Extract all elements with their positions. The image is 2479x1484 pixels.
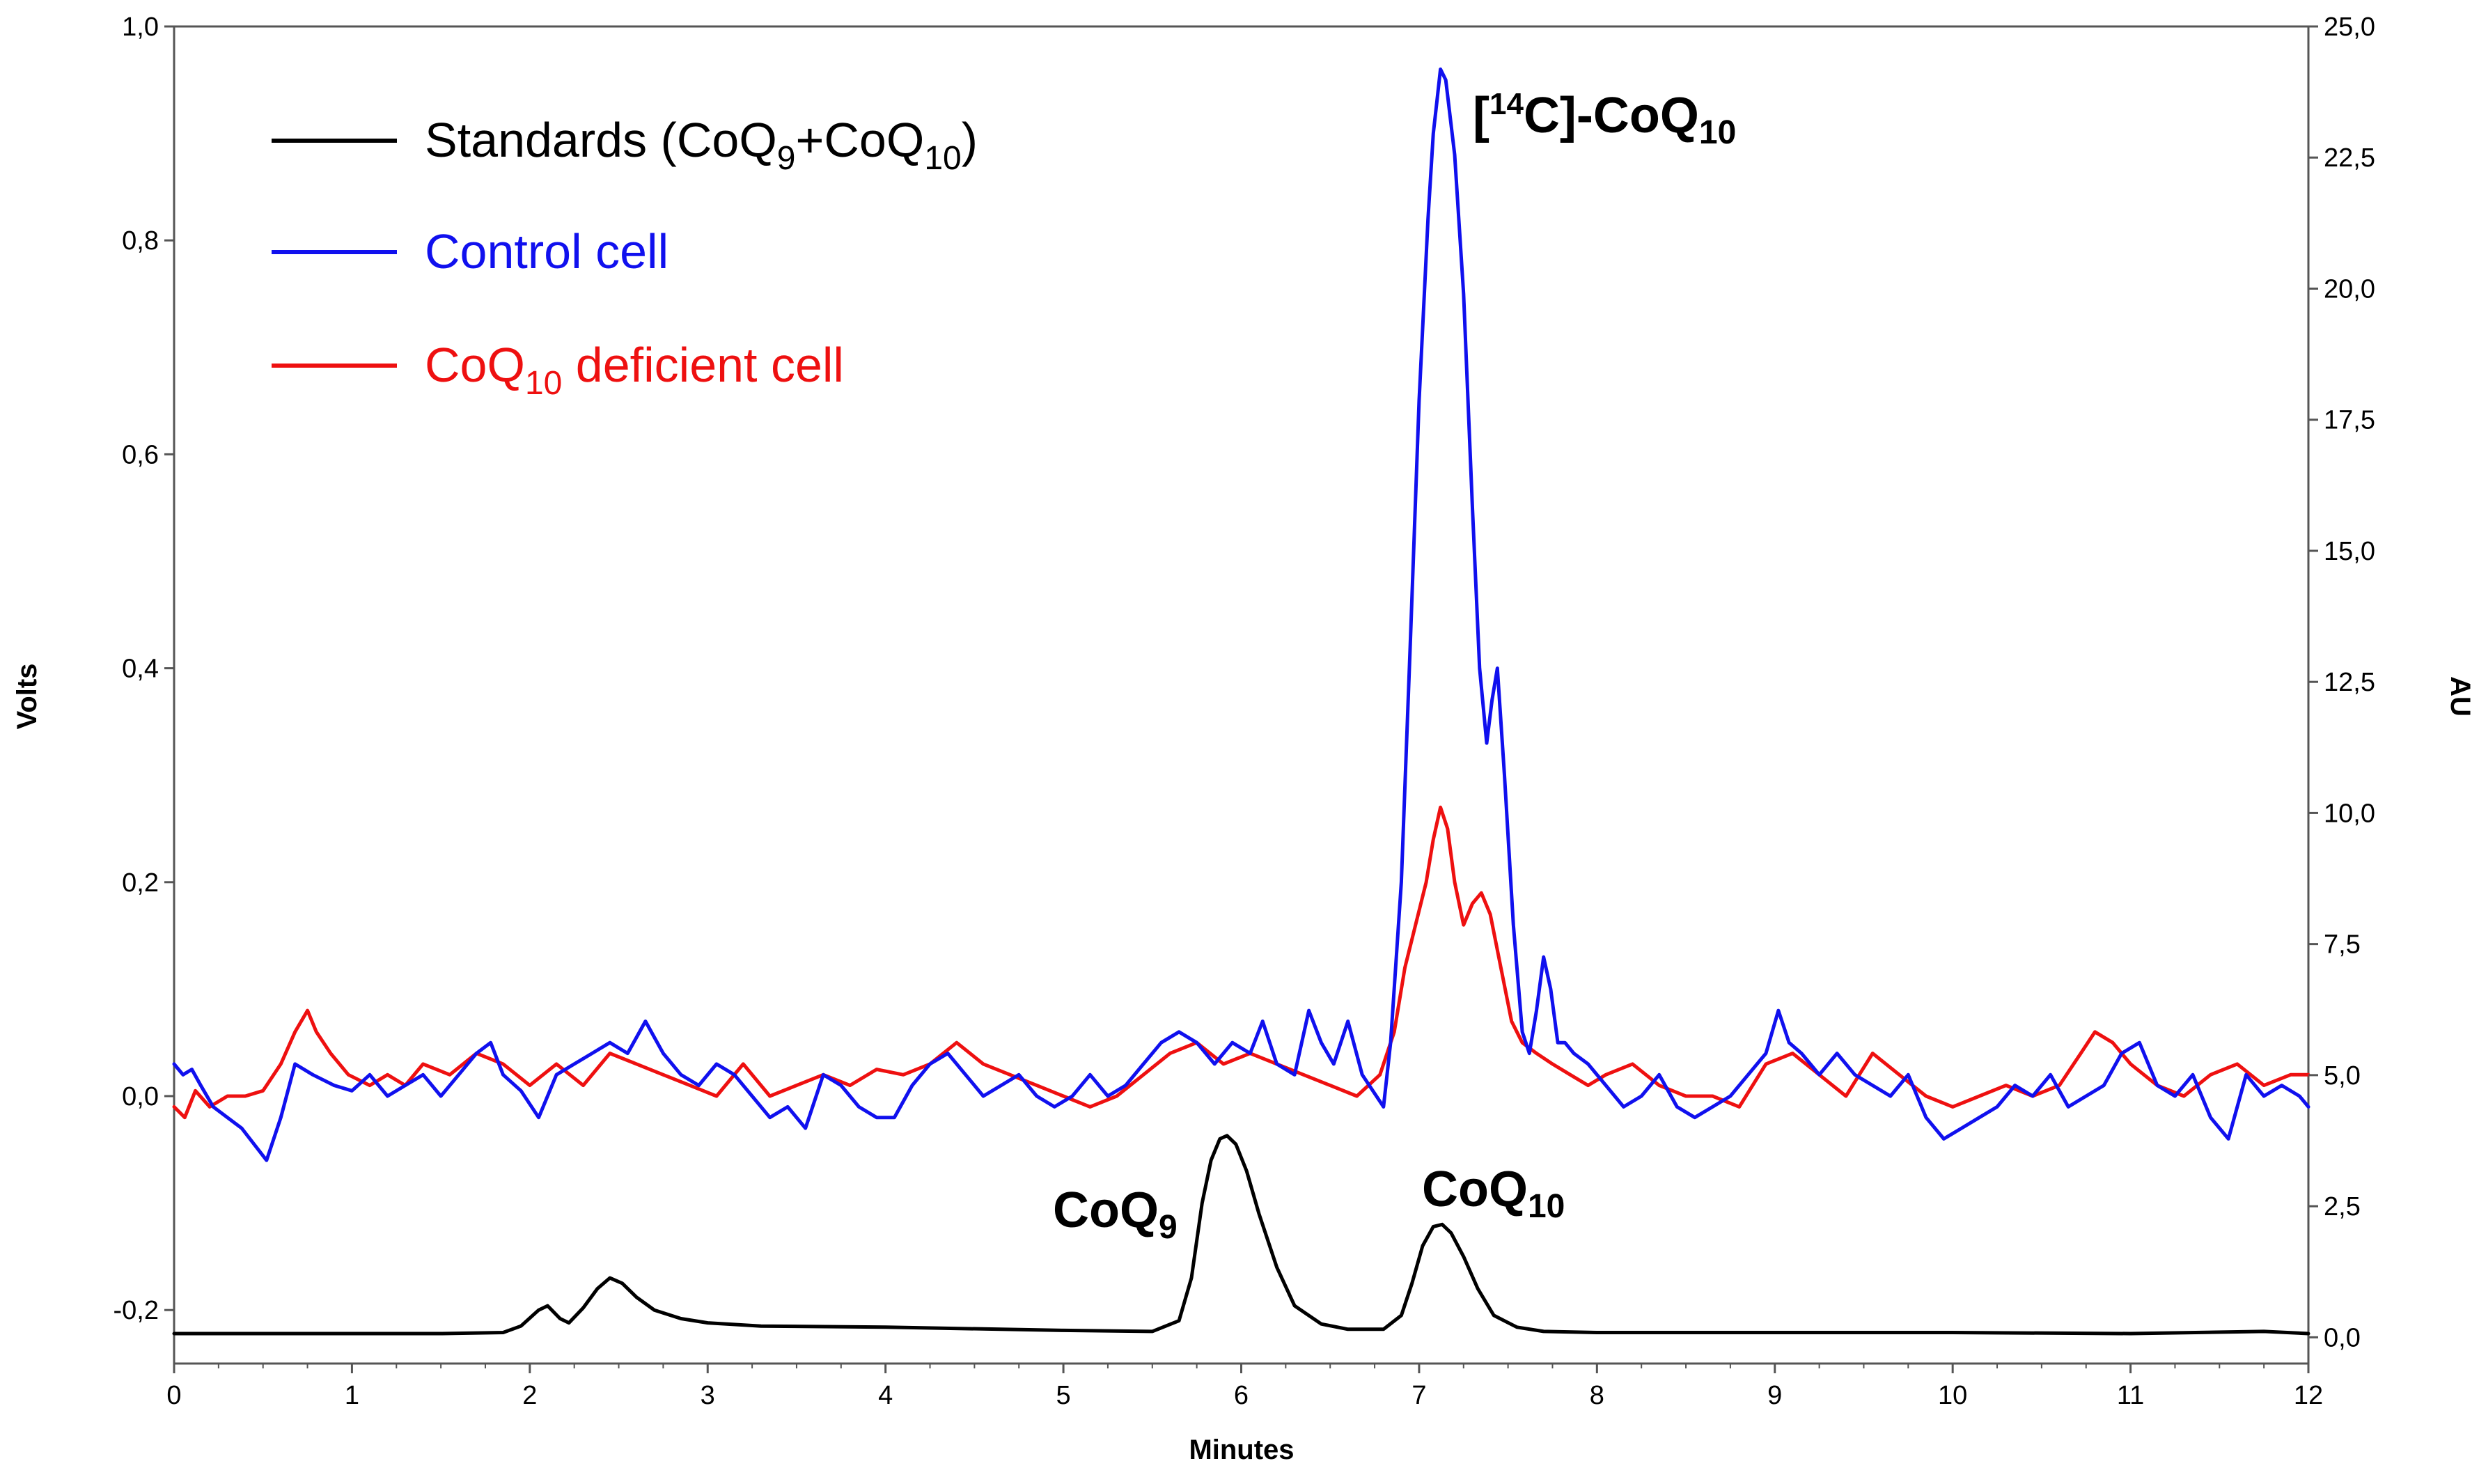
- y-left-tick-label: 1,0: [122, 13, 159, 42]
- y-right-tick-label: 20,0: [2324, 274, 2375, 304]
- legend-label-standards: Standards (CoQ9+CoQ10): [425, 113, 978, 177]
- annotation-c14-coq10: [14C]-CoQ10: [1473, 87, 1736, 151]
- annotation-coq9: CoQ9: [1053, 1182, 1178, 1246]
- x-tick-label: 4: [878, 1381, 893, 1410]
- x-tick-label: 6: [1234, 1381, 1249, 1410]
- x-tick-label: 7: [1411, 1381, 1426, 1410]
- y-right-tick-label: 17,5: [2324, 406, 2375, 435]
- y-right-tick-label: 25,0: [2324, 13, 2375, 42]
- y-right-tick-label: 2,5: [2324, 1192, 2361, 1221]
- y-right-axis-title: AU: [2445, 676, 2476, 717]
- x-tick-label: 12: [2294, 1381, 2323, 1410]
- x-tick-label: 1: [345, 1381, 359, 1410]
- y-right-tick-label: 7,5: [2324, 930, 2361, 960]
- series-layer: [172, 67, 2310, 1336]
- x-tick-label: 10: [1938, 1381, 1967, 1410]
- series-line-control-cell: [172, 67, 2310, 1162]
- y-left-tick-label: 0,4: [122, 655, 159, 684]
- x-tick-label: 11: [2117, 1381, 2144, 1410]
- y-left-tick-label: 0,8: [122, 226, 159, 256]
- y-left-tick-label: 0,6: [122, 440, 159, 469]
- y-left-tick-label: -0,2: [114, 1296, 159, 1325]
- x-axis-title: Minutes: [1189, 1435, 1294, 1465]
- y-left-tick-label: 0,2: [122, 868, 159, 898]
- x-tick-label: 8: [1590, 1381, 1604, 1410]
- x-tick-label: 0: [166, 1381, 181, 1410]
- legend-label-control: Control cell: [425, 224, 668, 279]
- ticks-layer: 0 1 2 3 4 5 6 7 8 9 10 11 121,00,80,60,40,20,0-0,225…: [114, 13, 2375, 1410]
- annotation-coq10: CoQ10: [1422, 1162, 1565, 1225]
- y-right-tick-label: 0,0: [2324, 1323, 2361, 1352]
- x-tick-label: 9: [1767, 1381, 1782, 1410]
- x-tick-label: 5: [1056, 1381, 1071, 1410]
- y-right-tick-label: 5,0: [2324, 1061, 2361, 1091]
- x-tick-label: 2: [522, 1381, 537, 1410]
- y-right-tick-label: 10,0: [2324, 799, 2375, 828]
- y-right-tick-label: 12,5: [2324, 668, 2375, 697]
- y-left-axis-title: Volts: [12, 664, 42, 730]
- legend: Standards (CoQ9+CoQ10) Control cell CoQ1…: [272, 113, 978, 402]
- x-tick-label: 3: [701, 1381, 715, 1410]
- y-right-tick-label: 22,5: [2324, 143, 2375, 173]
- series-line-coq10-deficient-cell: [172, 805, 2310, 1120]
- y-right-tick-label: 15,0: [2324, 537, 2375, 566]
- y-left-tick-label: 0,0: [122, 1082, 159, 1111]
- series-line-standards-coq9-coq10: [172, 1134, 2310, 1336]
- legend-label-deficient: CoQ10 deficient cell: [425, 338, 844, 402]
